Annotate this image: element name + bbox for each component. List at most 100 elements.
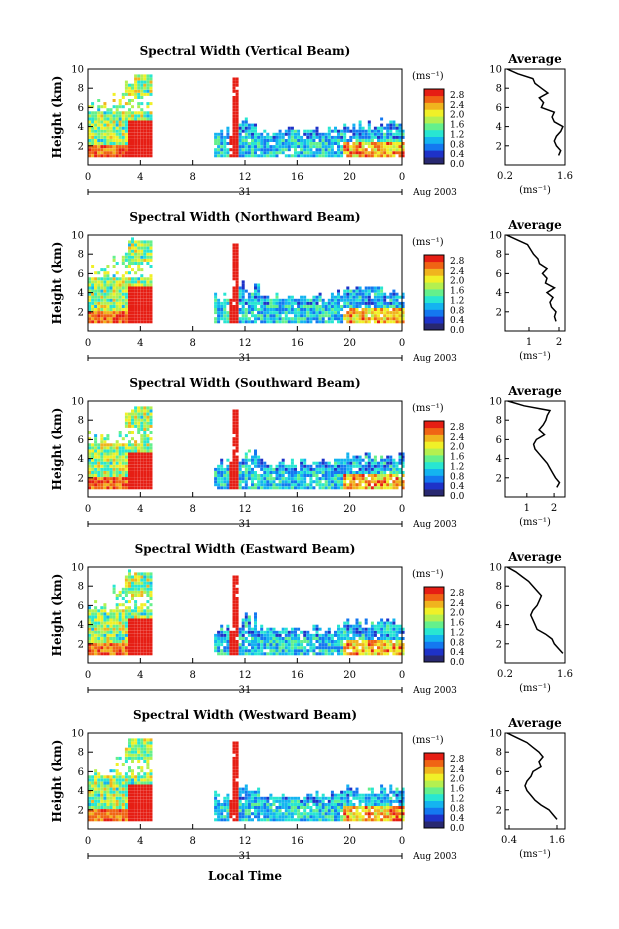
heatmap-cell (309, 640, 313, 643)
heatmap-cell (309, 483, 313, 487)
heatmap-cell (281, 301, 285, 305)
heatmap-cell (220, 471, 224, 474)
heatmap-cell (244, 649, 248, 653)
heatmap-cell (109, 649, 113, 653)
heatmap-cell (118, 317, 122, 321)
heatmap-cell (109, 305, 113, 308)
heatmap-cell (140, 803, 144, 806)
heatmap-cell (401, 301, 405, 305)
heatmap-cell (137, 449, 141, 453)
heatmap-cell (266, 643, 270, 647)
heatmap-cell (380, 471, 384, 474)
heatmap-cell (103, 624, 107, 628)
heatmap-cell (330, 295, 334, 299)
heatmap-cell (94, 640, 98, 643)
heatmap-cell (88, 129, 91, 133)
heatmap-cell (232, 409, 236, 413)
heatmap-cell (303, 151, 307, 155)
heatmap-cell (140, 799, 144, 803)
heatmap-cell (131, 262, 134, 265)
heatmap-cell (137, 102, 141, 106)
heatmap-cell (137, 461, 141, 465)
heatmap-cell (340, 649, 344, 653)
heatmap-cell (115, 630, 119, 634)
heatmap-cell (109, 471, 113, 474)
heatmap-cell (100, 799, 104, 803)
heatmap-cell (121, 486, 125, 490)
heatmap-cell (309, 151, 313, 155)
heatmap-cell (377, 643, 380, 647)
heatmap-cell (124, 145, 128, 149)
heatmap-cell (134, 135, 138, 139)
heatmap-cell (115, 271, 119, 275)
heatmap-cell (251, 458, 254, 462)
heatmap-cell (337, 637, 340, 640)
heatmap-cell (383, 630, 387, 634)
heatmap-cell (134, 741, 138, 745)
heatmap-cell (112, 809, 116, 813)
heatmap-cell (140, 787, 144, 791)
average-y-tick-label: 6 (496, 601, 502, 612)
heatmap-cell (115, 151, 119, 155)
heatmap-cell (272, 314, 276, 318)
heatmap-cell (124, 458, 128, 462)
heatmap-cell (392, 298, 396, 302)
heatmap-cell (244, 301, 248, 305)
heatmap-cell (303, 803, 307, 806)
heatmap-cell (364, 139, 368, 142)
heatmap-cell (294, 314, 297, 318)
heatmap-cell (140, 640, 144, 643)
heatmap-cell (137, 606, 141, 610)
heatmap-cell (91, 461, 95, 465)
heatmap-cell (251, 123, 254, 127)
heatmap-cell (124, 277, 128, 281)
colorbar-swatch (424, 289, 444, 297)
heatmap-cell (97, 317, 101, 321)
heatmap-cell (232, 123, 236, 127)
heatmap-cell (143, 477, 147, 481)
heatmap-cell (309, 305, 313, 308)
heatmap-cell (386, 308, 390, 311)
heatmap-cell (247, 630, 251, 634)
heatmap-cell (266, 815, 270, 819)
heatmap-cell (121, 796, 125, 800)
heatmap-cell (109, 132, 113, 136)
heatmap-cell (106, 274, 110, 278)
heatmap-cell (91, 803, 95, 806)
heatmap-cell (140, 784, 144, 788)
heatmap-cell (149, 274, 153, 278)
heatmap-cell (235, 409, 239, 413)
heatmap-cell (146, 283, 150, 287)
heatmap-cell (94, 286, 98, 290)
heatmap-cell (124, 747, 128, 751)
heatmap-cell (361, 646, 365, 650)
heatmap-cell (217, 477, 221, 481)
heatmap-cell (251, 649, 254, 653)
heatmap-cell (364, 148, 368, 152)
heatmap-cell (146, 262, 150, 265)
heatmap-cell (103, 464, 107, 468)
heatmap-cell (251, 793, 254, 797)
heatmap-cell (401, 627, 405, 631)
heatmap-cell (254, 464, 257, 468)
heatmap-cell (91, 483, 95, 487)
heatmap-cell (106, 277, 110, 281)
heatmap-cell (91, 612, 95, 616)
heatmap-cell (241, 151, 245, 155)
heatmap-cell (294, 154, 297, 158)
heatmap-cell (88, 305, 91, 308)
x-tick-label: 0 (85, 338, 91, 349)
heatmap-cell (91, 621, 95, 625)
heatmap-cell (238, 799, 242, 803)
heatmap-cell (343, 148, 347, 152)
heatmap-cell (137, 796, 141, 800)
heatmap-cell (386, 477, 390, 481)
heatmap-cell (137, 114, 141, 118)
heatmap-cell (146, 799, 150, 803)
heatmap-cell (103, 114, 107, 118)
heatmap-cell (106, 283, 110, 287)
heatmap-cell (115, 772, 119, 776)
heatmap-cell (137, 627, 141, 631)
heatmap-cell (232, 305, 236, 308)
heatmap-cell (128, 781, 131, 785)
